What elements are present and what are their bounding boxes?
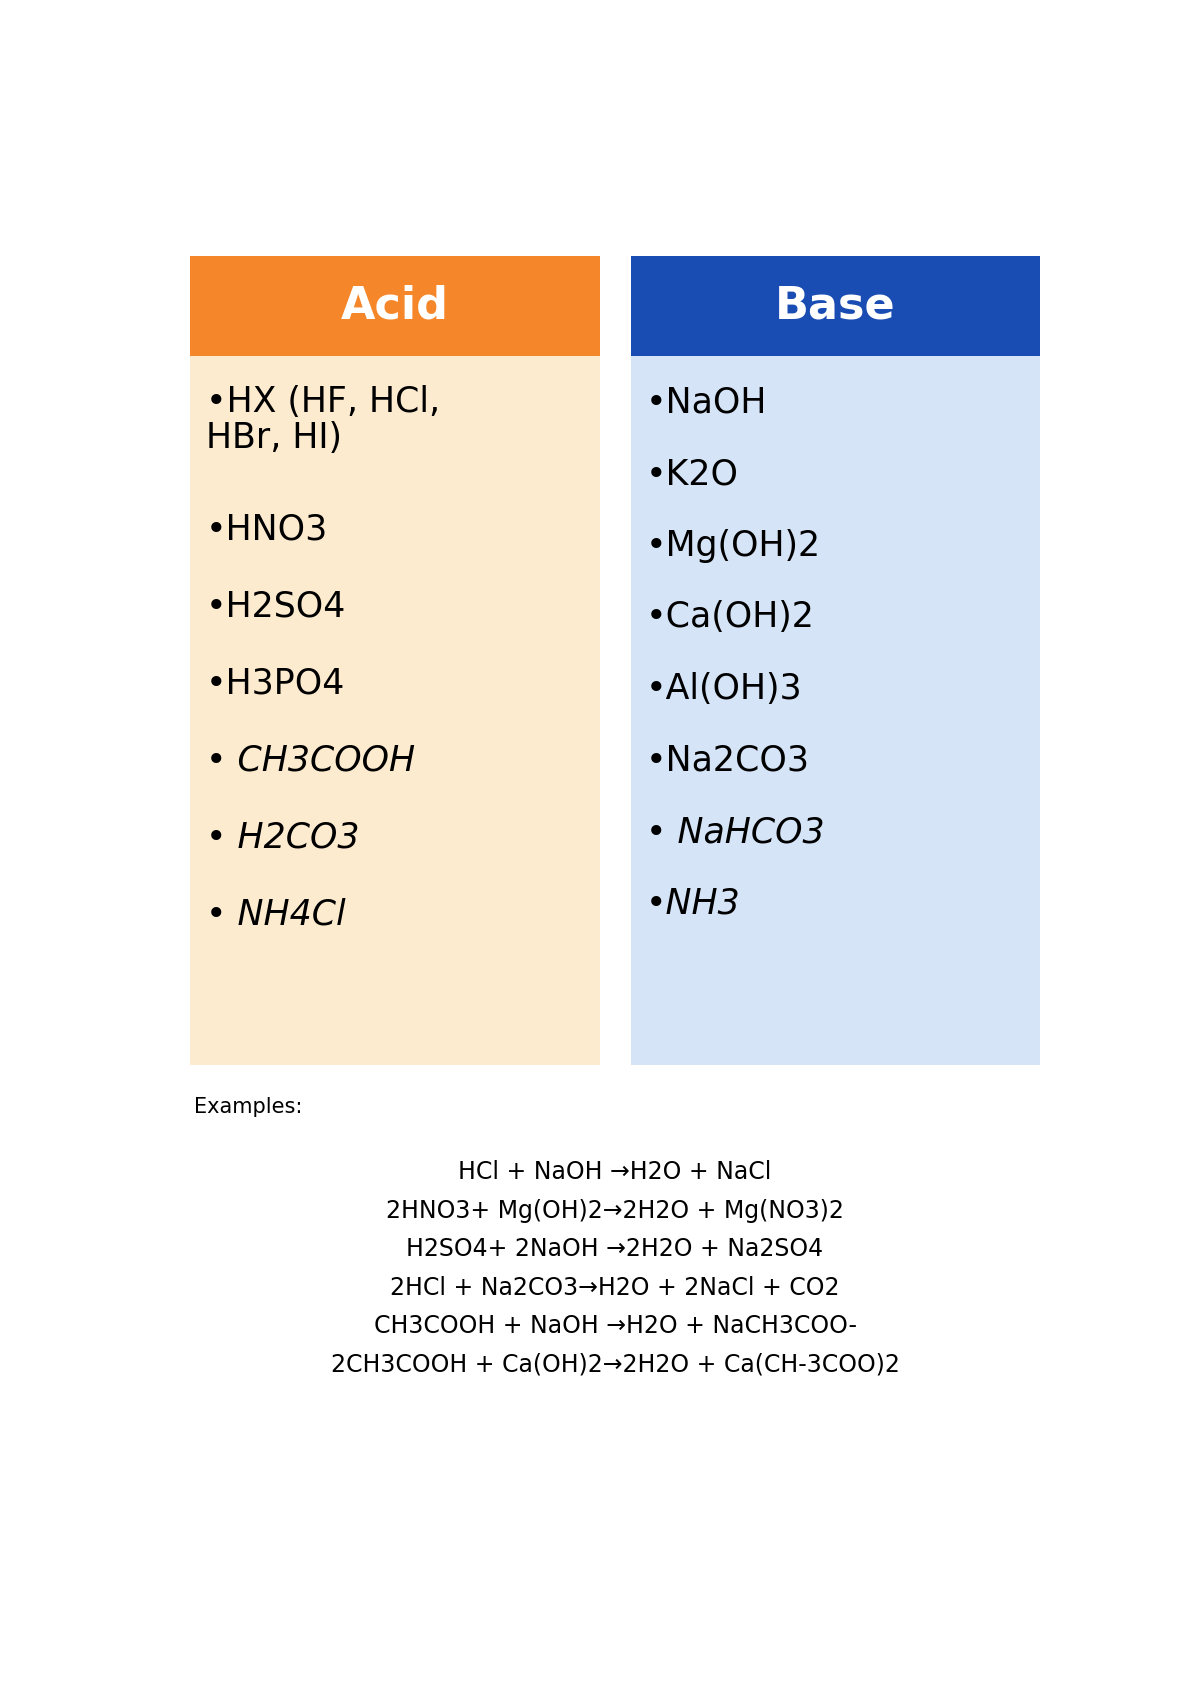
Text: • NaHCO3: • NaHCO3 <box>646 815 824 849</box>
Text: •HNO3: •HNO3 <box>206 513 328 547</box>
Text: • H2CO3: • H2CO3 <box>206 820 359 854</box>
Text: •H2SO4: •H2SO4 <box>206 589 346 623</box>
Text: 2CH3COOH + Ca(OH)2→2H2O + Ca(CH-3COO)2: 2CH3COOH + Ca(OH)2→2H2O + Ca(CH-3COO)2 <box>330 1353 900 1377</box>
Text: •Mg(OH)2: •Mg(OH)2 <box>646 528 821 562</box>
Text: 2HNO3+ Mg(OH)2→2H2O + Mg(NO3)2: 2HNO3+ Mg(OH)2→2H2O + Mg(NO3)2 <box>386 1199 844 1223</box>
Text: CH3COOH + NaOH →H2O + NaCH3COO-: CH3COOH + NaOH →H2O + NaCH3COO- <box>373 1314 857 1338</box>
Text: •H3PO4: •H3PO4 <box>206 667 346 701</box>
Text: H2SO4+ 2NaOH →2H2O + Na2SO4: H2SO4+ 2NaOH →2H2O + Na2SO4 <box>407 1238 823 1262</box>
FancyBboxPatch shape <box>630 256 1039 357</box>
Text: •HX (HF, HCl,
HBr, HI): •HX (HF, HCl, HBr, HI) <box>206 385 440 455</box>
Text: •Ca(OH)2: •Ca(OH)2 <box>646 601 815 635</box>
Text: 2HCl + Na2CO3→H2O + 2NaCl + CO2: 2HCl + Na2CO3→H2O + 2NaCl + CO2 <box>390 1275 840 1299</box>
Text: Acid: Acid <box>341 285 449 328</box>
Text: •Na2CO3: •Na2CO3 <box>646 744 810 778</box>
Text: HCl + NaOH →H2O + NaCl: HCl + NaOH →H2O + NaCl <box>458 1160 772 1184</box>
FancyBboxPatch shape <box>191 357 600 1065</box>
FancyBboxPatch shape <box>191 256 600 357</box>
Text: •K2O: •K2O <box>646 457 739 491</box>
Text: •NH3: •NH3 <box>646 886 740 920</box>
FancyBboxPatch shape <box>630 357 1039 1065</box>
Text: • NH4Cl: • NH4Cl <box>206 898 346 932</box>
Text: Base: Base <box>775 285 895 328</box>
Text: • CH3COOH: • CH3COOH <box>206 744 415 778</box>
Text: •NaOH: •NaOH <box>646 385 767 419</box>
Text: •Al(OH)3: •Al(OH)3 <box>646 672 803 706</box>
Text: Examples:: Examples: <box>194 1097 302 1117</box>
